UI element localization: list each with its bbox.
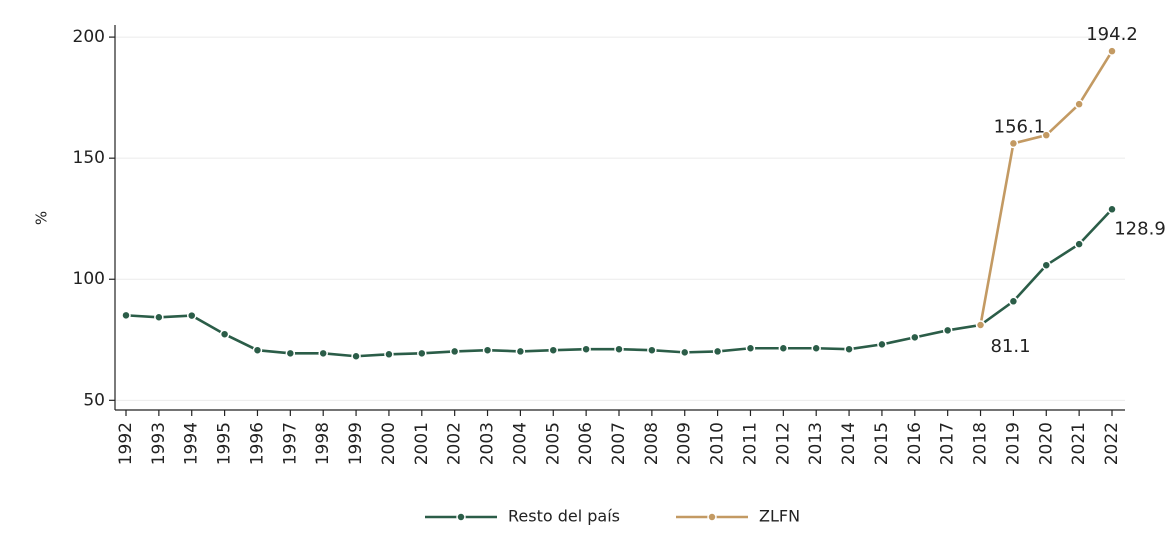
point [384,349,394,360]
point [1107,46,1117,56]
x-tick-label: 1997 [280,422,300,465]
x-tick-label: 2009 [675,422,695,465]
point [1008,296,1019,307]
point [910,332,920,343]
point [1107,204,1117,215]
x-tick-label: 2018 [971,422,991,465]
point [449,346,460,357]
legend-marker [707,512,717,522]
x-tick-label: 2011 [740,422,760,465]
point [482,345,493,355]
x-tick-label: 1998 [313,422,333,465]
point [1074,99,1084,109]
x-tick-label: 2016 [905,422,925,465]
point [614,344,624,354]
point [1008,138,1019,149]
x-tick-label: 1999 [346,422,366,465]
x-tick-label: 2012 [773,422,793,465]
point [975,320,986,330]
x-tick-label: 2001 [412,422,432,465]
x-tick-label: 2021 [1069,422,1089,465]
y-tick-label: 50 [83,390,105,410]
x-tick-label: 2017 [938,422,958,465]
x-tick-label: 2000 [379,422,399,465]
x-tick-label: 2002 [445,422,465,465]
x-tick-label: 2022 [1102,422,1122,465]
point [844,344,854,354]
point [219,329,230,339]
point [548,345,559,355]
y-axis-title: % [33,211,51,225]
x-tick-label: 2008 [642,422,662,465]
point [1041,260,1052,270]
point [154,312,164,323]
x-tick-label: 2003 [478,422,498,465]
point [778,343,789,354]
point [581,344,591,354]
x-tick-label: 1994 [182,422,202,465]
data-label: 81.1 [990,336,1030,357]
x-tick-label: 2020 [1036,422,1056,465]
series-line [125,208,1113,358]
x-tick-label: 2004 [510,422,530,465]
x-tick-label: 2006 [576,422,596,465]
x-tick-label: 2015 [872,422,892,465]
y-tick-label: 200 [73,27,105,47]
data-label: 194.2 [1086,24,1138,45]
x-tick-label: 2013 [806,422,826,465]
series-line [979,50,1114,326]
point [811,343,821,354]
x-tick-label: 1992 [116,422,136,465]
point [679,347,690,358]
legend-label: Resto del país [508,507,620,526]
x-tick-label: 2014 [839,422,859,465]
x-tick-label: 1995 [215,422,235,465]
x-tick-label: 2019 [1003,422,1023,465]
point [942,325,953,336]
point [186,310,197,321]
point [121,310,131,321]
x-tick-label: 2005 [543,422,563,465]
x-tick-label: 1996 [247,422,267,465]
point [1041,130,1052,140]
point [515,346,526,357]
point [745,343,756,354]
legend-label: ZLFN [759,507,800,526]
data-label: 156.1 [994,116,1046,137]
point [647,345,657,355]
point [1074,239,1084,249]
x-tick-label: 2007 [609,422,629,465]
x-tick-label: 1993 [149,422,169,465]
point [252,345,263,355]
y-tick-label: 150 [73,148,105,168]
point [417,348,427,359]
point [285,348,296,359]
point [351,351,361,361]
legend-marker [456,512,466,522]
y-tick-label: 100 [73,269,105,289]
data-label: 128.9 [1114,218,1166,239]
point [712,346,723,357]
x-tick-label: 2010 [708,422,728,465]
point [877,339,887,350]
point [318,348,328,359]
